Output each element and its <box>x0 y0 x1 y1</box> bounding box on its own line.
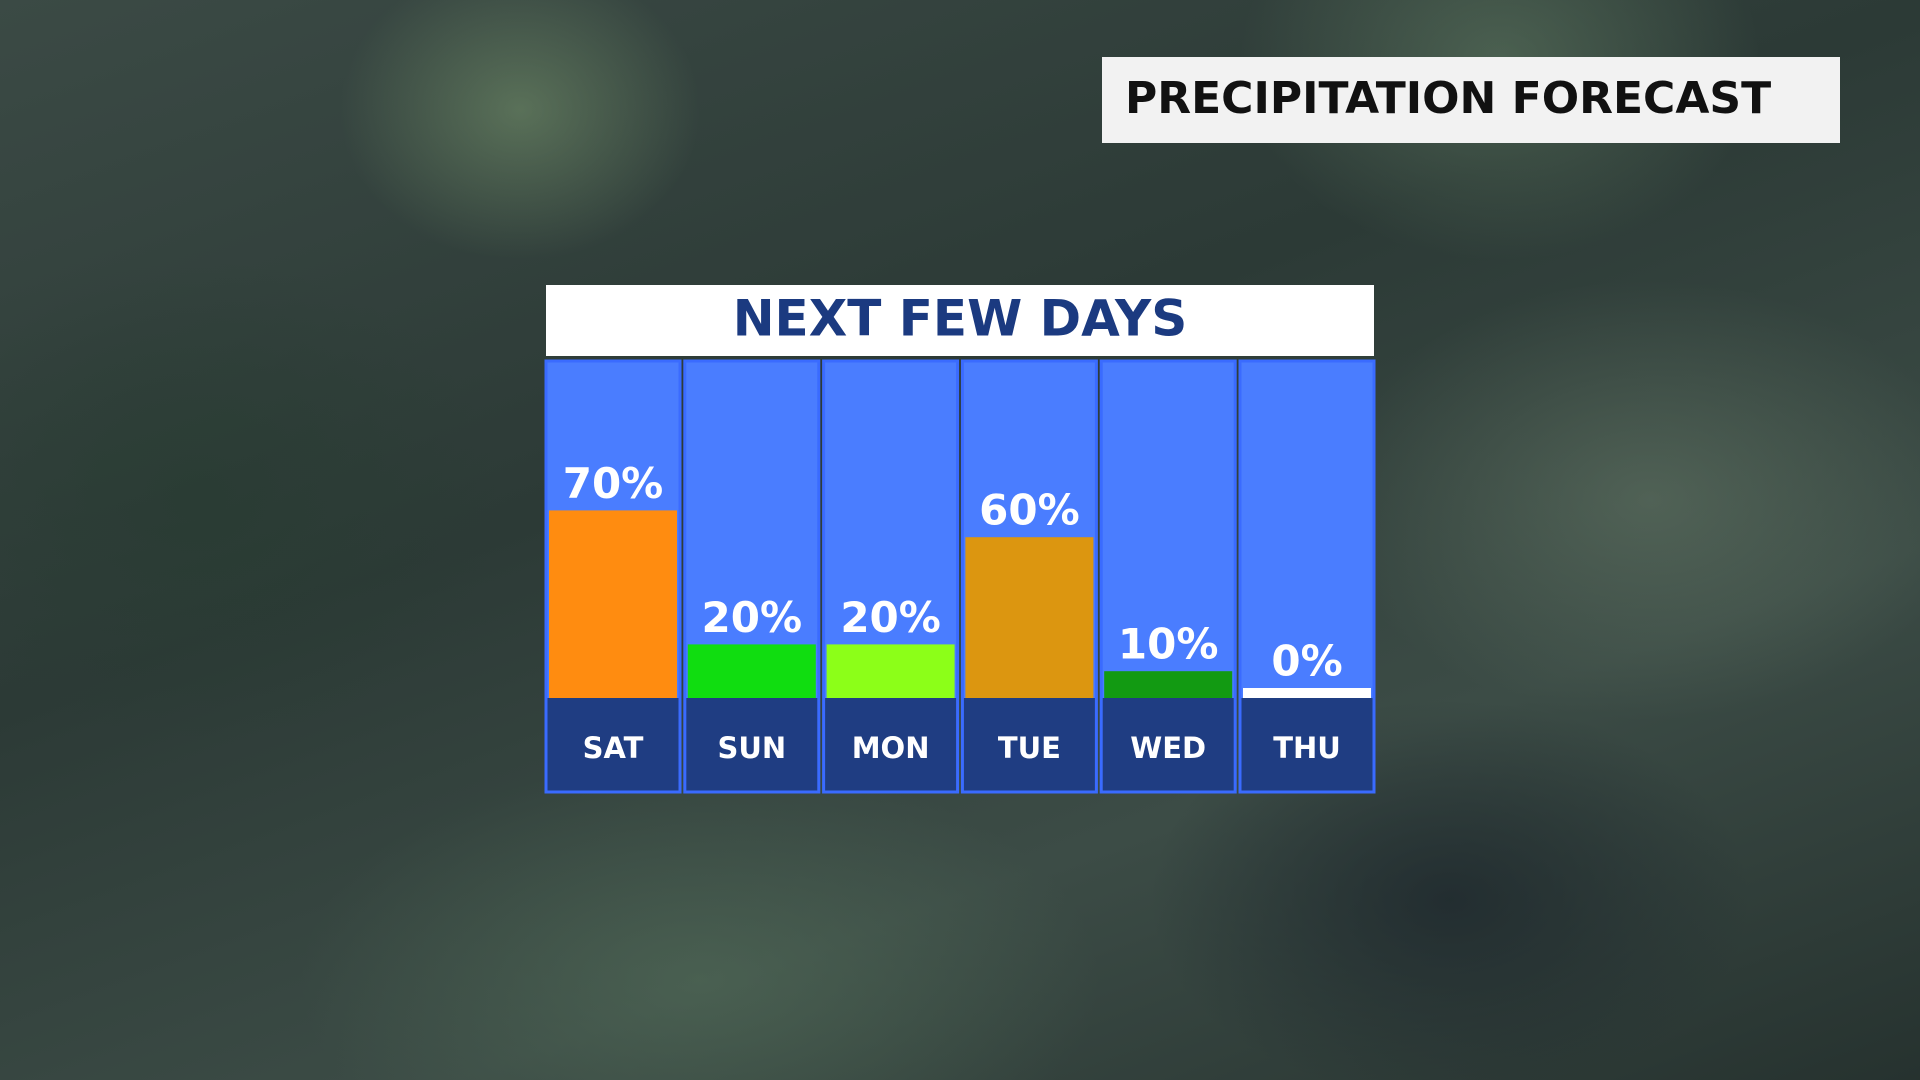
header-title: PRECIPITATION FORECAST <box>1125 73 1771 124</box>
value-label: 0% <box>1271 637 1342 686</box>
day-box <box>547 698 679 791</box>
x-tick-label: SUN <box>717 731 786 765</box>
value-label: 10% <box>1118 620 1219 669</box>
bar <box>1243 688 1371 698</box>
bar <box>549 510 677 698</box>
value-label: 20% <box>840 593 941 642</box>
chart-title-box <box>546 285 1374 356</box>
day-box <box>686 698 818 791</box>
x-tick-label: WED <box>1130 731 1206 765</box>
header-box <box>1102 57 1840 143</box>
chart-title: NEXT FEW DAYS <box>733 290 1188 348</box>
x-tick-label: SAT <box>583 731 644 765</box>
day-box <box>963 698 1095 791</box>
day-box <box>1102 698 1234 791</box>
columns: 70% SAT 20% SUN 20% MON 60% TUE 10% WED 0% THU <box>544 359 1376 794</box>
day-box <box>1241 698 1373 791</box>
value-label: 60% <box>979 486 1080 535</box>
bar <box>965 537 1094 698</box>
bar <box>687 644 816 698</box>
x-tick-label: TUE <box>998 731 1061 765</box>
x-tick-label: MON <box>852 731 930 765</box>
value-label: 70% <box>563 459 664 508</box>
day-box <box>825 698 957 791</box>
bar <box>1104 671 1233 698</box>
value-label: 20% <box>702 593 803 642</box>
x-tick-label: THU <box>1273 731 1341 765</box>
bar <box>826 644 955 698</box>
